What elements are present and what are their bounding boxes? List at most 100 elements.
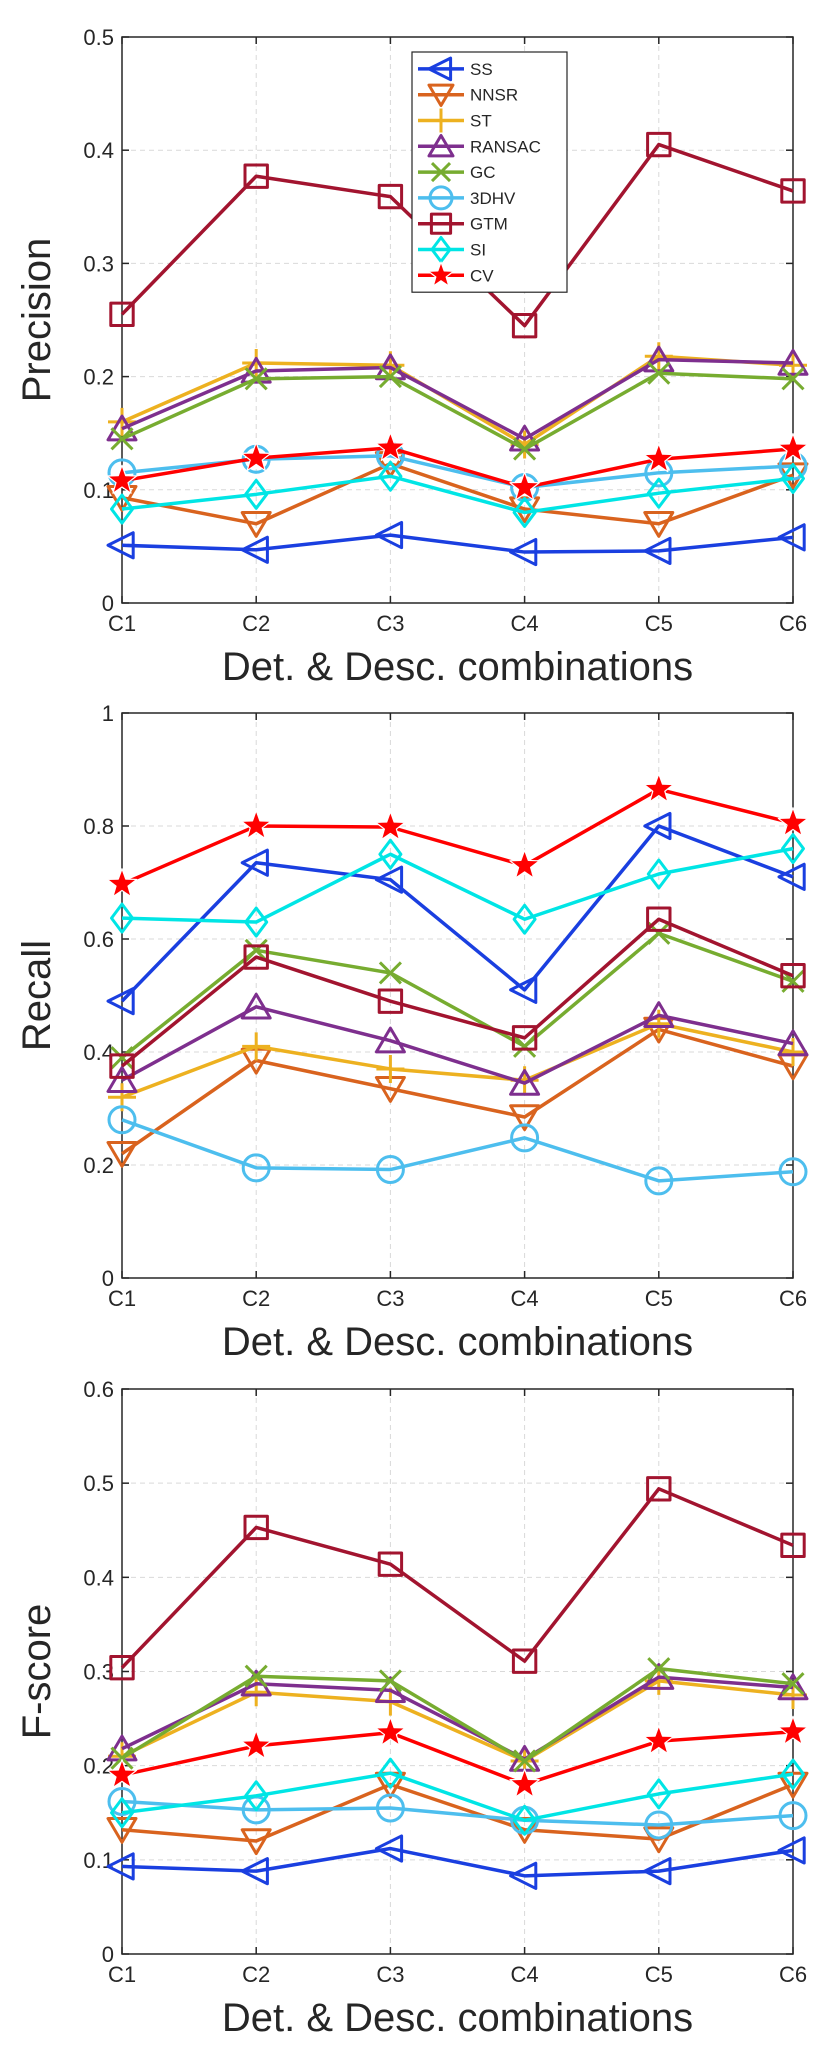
data-point bbox=[106, 1852, 135, 1881]
data-point bbox=[780, 178, 806, 204]
data-point bbox=[777, 523, 806, 552]
data-point bbox=[510, 1123, 540, 1153]
data-point bbox=[374, 1026, 406, 1054]
series-gc bbox=[110, 361, 805, 461]
data-point bbox=[513, 1749, 537, 1773]
legend-marker bbox=[430, 162, 452, 183]
x-tick-label: C6 bbox=[779, 611, 807, 636]
data-point bbox=[781, 462, 805, 494]
x-tick-label: C1 bbox=[108, 611, 136, 636]
data-point bbox=[374, 865, 404, 894]
series-line bbox=[121, 1846, 794, 1878]
data-point bbox=[777, 1029, 809, 1057]
data-point bbox=[512, 1804, 537, 1836]
y-tick-label: 0.6 bbox=[83, 1377, 114, 1402]
legend-label: SI bbox=[470, 241, 486, 260]
series-line bbox=[121, 1005, 794, 1085]
series-line bbox=[121, 1027, 794, 1156]
data-point bbox=[374, 520, 404, 550]
series-gc bbox=[110, 921, 805, 1070]
data-point bbox=[375, 1155, 405, 1185]
y-tick-label: 0.6 bbox=[83, 927, 114, 952]
axes-box bbox=[121, 36, 794, 604]
data-point bbox=[643, 1857, 672, 1886]
data-point bbox=[243, 944, 269, 970]
data-point bbox=[646, 131, 672, 158]
data-point bbox=[106, 987, 135, 1016]
data-point bbox=[378, 1757, 403, 1789]
x-tick-label: C2 bbox=[242, 611, 270, 636]
legend-marker bbox=[429, 212, 453, 235]
data-point bbox=[643, 1001, 675, 1028]
data-point bbox=[509, 1861, 538, 1890]
legend-label: GC bbox=[470, 163, 496, 182]
y-tick-label: 0 bbox=[102, 1266, 114, 1291]
data-point bbox=[647, 1657, 671, 1681]
data-point bbox=[777, 1771, 809, 1799]
data-point bbox=[244, 906, 269, 938]
data-point bbox=[512, 903, 537, 935]
x-axis-label: Det. & Desc. combinations bbox=[222, 1320, 693, 1364]
x-tick-label: C3 bbox=[376, 611, 404, 636]
data-point bbox=[374, 353, 406, 381]
data-point bbox=[377, 1551, 404, 1577]
data-point bbox=[511, 1025, 538, 1051]
series-line bbox=[121, 1771, 794, 1823]
y-tick-label: 0 bbox=[102, 1942, 114, 1967]
data-point bbox=[244, 478, 269, 510]
data-point bbox=[511, 1648, 538, 1674]
series-ss bbox=[106, 811, 806, 1016]
data-point bbox=[106, 1066, 138, 1093]
data-point bbox=[243, 1514, 269, 1541]
data-point bbox=[646, 477, 671, 509]
data-point bbox=[375, 1716, 406, 1746]
legend-label: CV bbox=[470, 266, 494, 285]
legend: SS NNSR ST RANSAC GC 3DHV GTM SI CV bbox=[411, 51, 568, 293]
series-line bbox=[120, 931, 794, 1060]
series-line bbox=[121, 446, 794, 490]
data-point bbox=[643, 536, 672, 566]
data-point bbox=[106, 1141, 138, 1168]
data-point bbox=[110, 1797, 134, 1829]
y-tick-label: 0.3 bbox=[83, 251, 114, 276]
data-point bbox=[244, 367, 268, 391]
data-point bbox=[509, 537, 538, 567]
x-tick-label: C3 bbox=[376, 1962, 404, 1987]
series-line bbox=[121, 1118, 794, 1183]
legend-label: ST bbox=[470, 112, 492, 131]
y-tick-label: 1 bbox=[102, 701, 114, 726]
chart-panel-recall: 0 0.2 0.4 0.6 0.8 1 C1 C2 C3 C4 C5 C6 Det. & Desc. c… bbox=[15, 701, 809, 1364]
legend-marker bbox=[427, 261, 455, 287]
data-point bbox=[240, 442, 272, 472]
data-point bbox=[781, 1758, 805, 1790]
data-point bbox=[110, 493, 134, 525]
data-point bbox=[109, 1655, 135, 1681]
data-point bbox=[643, 345, 675, 373]
data-point bbox=[646, 1476, 672, 1502]
series-line bbox=[121, 1782, 794, 1843]
series-line bbox=[121, 1666, 794, 1763]
data-point bbox=[378, 365, 402, 389]
data-point bbox=[106, 531, 135, 560]
x-tick-label: C4 bbox=[511, 1286, 539, 1311]
data-point bbox=[509, 975, 538, 1004]
series-line bbox=[121, 1675, 794, 1761]
data-point bbox=[780, 1532, 806, 1559]
data-point bbox=[375, 1793, 405, 1823]
data-point bbox=[110, 1046, 134, 1070]
data-point bbox=[108, 407, 136, 436]
x-tick-label: C4 bbox=[511, 611, 539, 636]
y-tick-label: 0.4 bbox=[83, 1565, 114, 1590]
data-point bbox=[110, 427, 134, 451]
data-point bbox=[378, 961, 402, 985]
y-axis-label: Precision bbox=[15, 238, 59, 403]
data-point bbox=[109, 1053, 135, 1079]
data-point bbox=[242, 1032, 271, 1061]
data-point bbox=[240, 1729, 272, 1759]
data-point bbox=[240, 535, 269, 564]
data-point bbox=[509, 849, 540, 879]
series-gtm bbox=[109, 1476, 806, 1681]
series-3dhv bbox=[107, 1105, 808, 1196]
legend-item-nnsr: NNSR bbox=[418, 83, 518, 107]
